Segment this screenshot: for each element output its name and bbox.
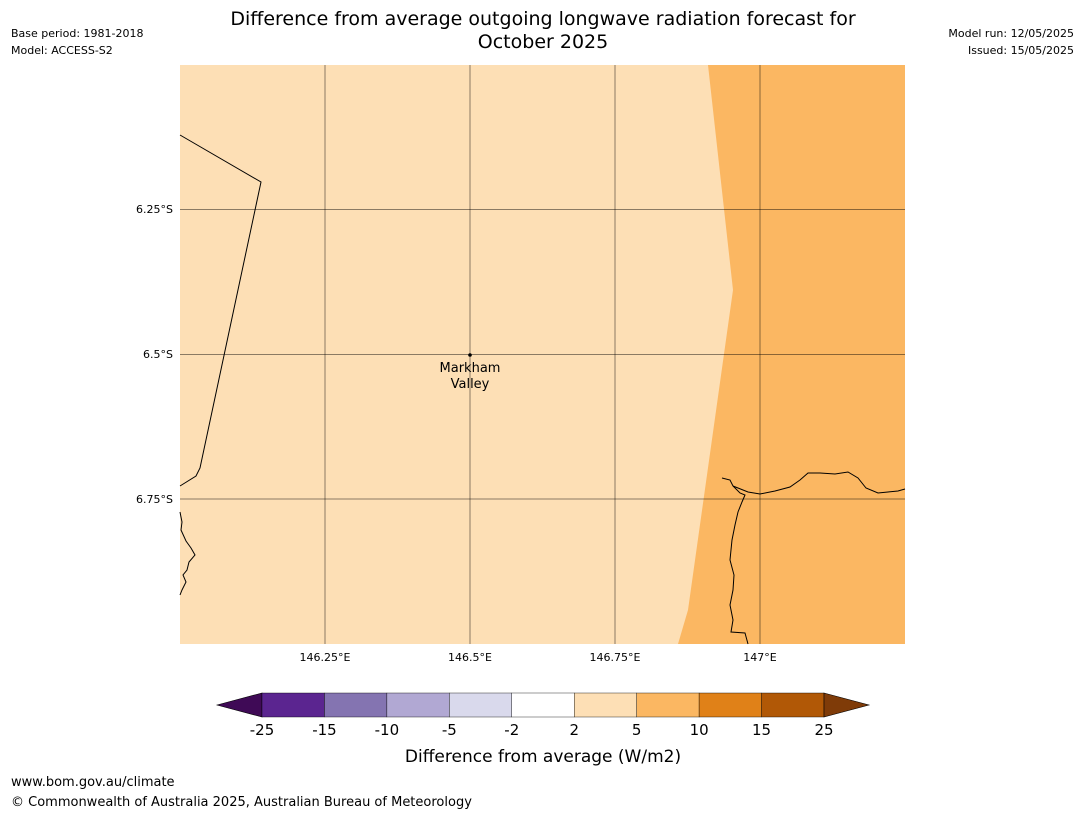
base-period-text: Base period: 1981-2018 (11, 27, 144, 40)
latitude-labels: 6.25°S 6.5°S 6.75°S (136, 203, 173, 506)
coastline-east (721, 477, 749, 645)
markham-valley-marker (468, 353, 472, 357)
colorbar-tick-label: 10 (690, 721, 709, 739)
colorbar-tick-label: 15 (752, 721, 771, 739)
lon-label-147: 147°E (743, 651, 776, 664)
place-label-line-1: Markham (440, 361, 501, 376)
lat-label-6-5: 6.5°S (143, 348, 173, 361)
title-line-2: October 2025 (477, 31, 609, 53)
colorbar-tick-label: -15 (312, 721, 337, 739)
model-text: Model: ACCESS-S2 (11, 44, 113, 57)
colorbar-label: Difference from average (W/m2) (405, 747, 681, 767)
border-line (179, 134, 262, 487)
colorbar-extension-high (823, 692, 871, 718)
place-label-line-2: Valley (451, 377, 490, 392)
coastline-gulf (732, 471, 906, 495)
colorbar-segment (574, 692, 637, 718)
map-panel: Markham Valley (179, 65, 906, 645)
footer-copyright: © Commonwealth of Australia 2025, Austra… (11, 795, 472, 810)
lon-label-146-25: 146.25°E (300, 651, 351, 664)
longitude-labels: 146.25°E 146.5°E 146.75°E 147°E (300, 651, 777, 664)
metadata-left: Base period: 1981-2018 Model: ACCESS-S2 (11, 25, 143, 59)
colorbar-segment (698, 692, 762, 718)
colorbar-extension-low (215, 692, 263, 718)
title-line-1: Difference from average outgoing longwav… (230, 8, 856, 30)
lon-label-146-5: 146.5°E (448, 651, 492, 664)
colorbar-segment (511, 692, 575, 718)
colorbar-tick-label: -25 (250, 721, 275, 739)
colorbar-tick-label: 25 (814, 721, 833, 739)
colorbar-segment (636, 692, 700, 718)
colorbar-tick-label: -5 (442, 721, 457, 739)
colorbar-segment (449, 692, 512, 718)
colorbar-segment (261, 692, 325, 718)
colorbar-segment (324, 692, 388, 718)
lat-label-6-75: 6.75°S (136, 493, 173, 506)
colorbar-tick-label: -2 (504, 721, 519, 739)
colorbar-tick-label: 2 (569, 721, 579, 739)
metadata-right: Model run: 12/05/2025 Issued: 15/05/2025 (948, 25, 1074, 59)
footer-url: www.bom.gov.au/climate (11, 775, 175, 790)
colorbar-tick-label: 5 (632, 721, 642, 739)
lat-label-6-25: 6.25°S (136, 203, 173, 216)
anomaly-band-5-to-10 (678, 65, 905, 644)
issued-text: Issued: 15/05/2025 (967, 44, 1074, 57)
colorbar-segment (761, 692, 825, 718)
colorbar: -25 -15 -10 -5 -2 2 5 10 15 25 (215, 692, 871, 739)
colorbar-segment (386, 692, 450, 718)
model-run-text: Model run: 12/05/2025 (948, 27, 1074, 40)
map-title: Difference from average outgoing longwav… (180, 8, 906, 54)
colorbar-tick-label: -10 (375, 721, 400, 739)
coastline-west (179, 511, 196, 596)
lon-label-146-75: 146.75°E (590, 651, 641, 664)
